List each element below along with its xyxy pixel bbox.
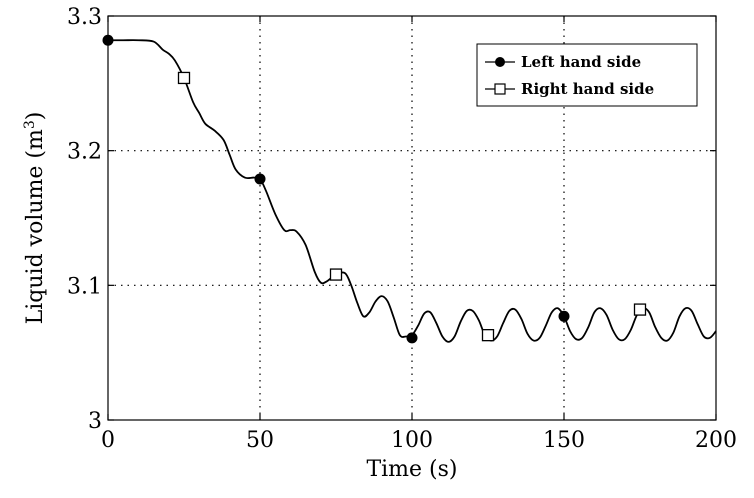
axis-ticks: 0 50 100 150 200 3 3.1 3.2 3.3 bbox=[67, 5, 737, 453]
series-markers bbox=[102, 34, 647, 344]
liquid-volume-line bbox=[107, 39, 717, 343]
right-hand-side-marker bbox=[177, 71, 191, 85]
legend-label-right-hand-side: Right hand side bbox=[521, 80, 654, 98]
legend-marker-left-hand-side bbox=[495, 57, 505, 67]
y-tick-label: 3.2 bbox=[67, 140, 102, 165]
legend-label-left-hand-side: Left hand side bbox=[521, 53, 641, 71]
legend-box bbox=[476, 43, 698, 107]
left-hand-side-marker bbox=[102, 34, 114, 46]
series-curve bbox=[107, 39, 717, 343]
y-tick-label: 3 bbox=[88, 409, 102, 434]
x-tick-label: 150 bbox=[543, 428, 585, 453]
y-axis-label-close: ) bbox=[23, 112, 48, 121]
x-tick-label: 0 bbox=[101, 428, 115, 453]
left-hand-side-marker bbox=[254, 173, 266, 185]
y-axis-label: Liquid volume (m3) bbox=[22, 112, 48, 325]
grid-lines bbox=[108, 16, 716, 420]
right-hand-side-marker bbox=[329, 268, 343, 281]
x-tick-label: 100 bbox=[391, 428, 433, 453]
left-hand-side-marker bbox=[558, 310, 570, 322]
x-tick-label: 200 bbox=[695, 428, 737, 453]
y-axis-label-main: Liquid volume (m bbox=[23, 129, 48, 324]
legend-marker-right-hand-side bbox=[494, 83, 506, 95]
y-tick-label: 3.1 bbox=[67, 274, 102, 299]
right-hand-side-marker bbox=[481, 329, 495, 342]
y-axis-label-superscript: 3 bbox=[22, 120, 38, 129]
right-hand-side-marker bbox=[633, 303, 647, 316]
left-hand-side-marker bbox=[406, 332, 418, 344]
x-tick-label: 50 bbox=[246, 428, 274, 453]
y-tick-label: 3.3 bbox=[67, 5, 102, 30]
x-axis-label: Time (s) bbox=[366, 457, 457, 482]
legend: Left hand side Right hand side bbox=[476, 43, 698, 107]
